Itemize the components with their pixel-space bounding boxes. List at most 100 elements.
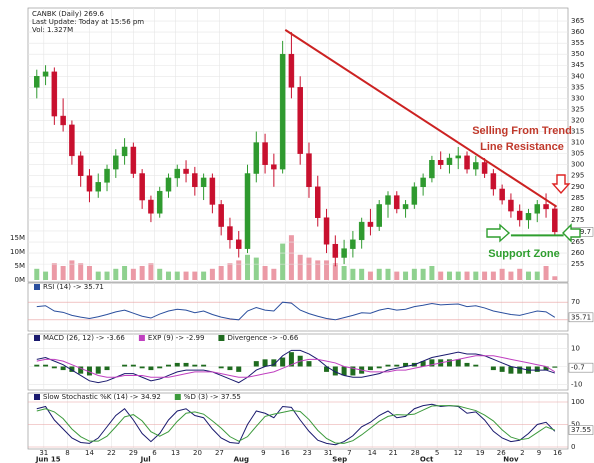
y-tick-label: -10 — [571, 380, 582, 388]
volume-bar — [385, 268, 391, 280]
candle-body — [315, 186, 321, 218]
y-tick-label: 275 — [571, 216, 584, 224]
volume-bar — [359, 268, 365, 280]
histogram-bar — [552, 366, 558, 368]
histogram-bar — [165, 364, 171, 367]
histogram-bar — [508, 366, 514, 374]
volume-bar — [192, 271, 198, 280]
volume-bar — [464, 271, 470, 280]
candle-body — [51, 71, 58, 117]
candle-body — [516, 210, 523, 221]
histogram-bar — [60, 366, 66, 371]
candle-body — [499, 188, 505, 201]
histogram-bar — [122, 364, 128, 367]
series-line — [36, 349, 555, 384]
candle-body — [473, 162, 479, 170]
series-line — [36, 301, 556, 321]
month-label: Nov — [503, 456, 519, 463]
candle-body — [508, 199, 514, 212]
month-label: Sep — [332, 456, 347, 463]
left-arrow — [562, 223, 581, 243]
x-tick-label: 22 — [107, 449, 116, 457]
candle-body — [525, 213, 532, 221]
x-tick-label: 2 — [520, 449, 524, 457]
histogram-bar — [69, 366, 75, 372]
volume-bar — [183, 271, 189, 280]
candle-body — [218, 204, 224, 227]
y-tick-label: 360 — [571, 28, 584, 36]
histogram-bar — [86, 366, 92, 376]
volume-bar — [517, 268, 523, 280]
candle-body — [200, 177, 207, 188]
candle-body — [192, 173, 198, 188]
volume-bar — [376, 268, 382, 280]
candle-body — [481, 162, 488, 174]
legend-label: %D (3) -> 37.55 — [184, 393, 241, 401]
y-tick-label: 315 — [571, 128, 584, 136]
histogram-bar — [174, 362, 180, 367]
histogram-bar — [192, 364, 198, 367]
series-line — [36, 403, 556, 446]
stochastic-panel — [27, 392, 569, 450]
candle-body — [446, 157, 453, 165]
volume-bar — [236, 260, 242, 280]
down-arrow — [551, 174, 571, 195]
x-tick-label: 9 — [261, 449, 265, 457]
candle-body — [121, 146, 128, 157]
histogram-bar — [218, 366, 224, 369]
histogram-bar — [367, 366, 373, 371]
legend-swatch — [34, 335, 40, 341]
candle-body — [341, 248, 347, 258]
month-label: Oct — [420, 456, 434, 463]
legend-swatch — [138, 335, 145, 341]
histogram-bar — [394, 364, 400, 367]
candle-body — [113, 155, 119, 170]
x-tick-label: 28 — [411, 449, 420, 457]
volume-bar — [341, 266, 347, 280]
candle-body — [165, 177, 172, 192]
last-value-label: 269.7 — [571, 228, 591, 236]
volume-bar — [482, 271, 488, 280]
volume-bar — [350, 268, 356, 280]
candle-body — [534, 204, 541, 214]
last-value-label: 35.71 — [571, 313, 591, 321]
month-label: Jun 15 — [35, 456, 61, 463]
volume-bar — [104, 271, 110, 280]
series-line — [36, 405, 556, 444]
volume-bar — [288, 235, 294, 280]
volume-bar — [130, 268, 136, 280]
histogram-bar — [148, 366, 154, 371]
legend-swatch — [218, 335, 225, 341]
y-tick-label: 10M — [10, 248, 25, 256]
rsi-panel — [27, 282, 569, 332]
candle-body — [156, 190, 163, 214]
x-tick-label: 31 — [39, 449, 48, 457]
histogram-bar — [51, 366, 57, 369]
histogram-bar — [341, 366, 347, 376]
volume-bar — [113, 268, 119, 280]
y-tick-label: 340 — [571, 72, 584, 80]
volume-bar — [51, 263, 57, 280]
y-tick-label: 335 — [571, 83, 584, 91]
volume-bar — [324, 260, 330, 280]
volume-bar — [95, 271, 101, 280]
histogram-bar — [385, 364, 391, 367]
candle-body — [437, 160, 444, 165]
chart-subtitle: Last Update: Today at 15:56 pm — [32, 18, 144, 26]
x-tick-label: 13 — [171, 449, 180, 457]
y-tick-label: 5M — [15, 262, 26, 270]
candle-body — [60, 115, 66, 126]
volume-bar — [69, 260, 75, 280]
candle-body — [174, 168, 181, 179]
x-tick-label: 9 — [537, 449, 541, 457]
candle-body — [262, 142, 268, 165]
volume-bar — [394, 271, 400, 280]
month-label: Jul — [140, 456, 151, 463]
x-tick-label: 21 — [389, 449, 398, 457]
volume-bar — [148, 263, 154, 280]
histogram-bar — [183, 362, 189, 367]
candle-body — [455, 155, 461, 159]
candle-body — [297, 87, 303, 154]
histogram-bar — [104, 366, 110, 371]
histogram-bar — [350, 366, 356, 376]
